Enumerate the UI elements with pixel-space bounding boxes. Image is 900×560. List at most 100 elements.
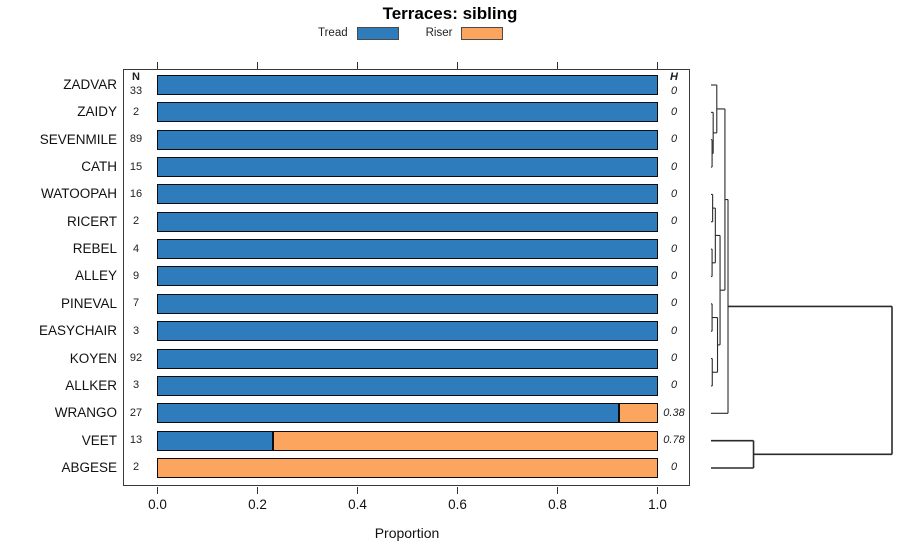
row-label: ZADVAR bbox=[63, 77, 117, 92]
x-tick-top bbox=[357, 62, 358, 69]
row-label: VEET bbox=[81, 432, 117, 448]
n-value: 9 bbox=[132, 269, 140, 282]
legend-swatch-tread bbox=[356, 26, 399, 40]
bar bbox=[157, 239, 658, 260]
bar bbox=[157, 157, 658, 178]
bar-segment-riser bbox=[272, 430, 658, 451]
x-tick-top bbox=[457, 62, 458, 69]
bar-segment-tread bbox=[157, 75, 658, 95]
n-value: 3 bbox=[132, 379, 140, 392]
x-tick-top bbox=[257, 62, 258, 69]
h-value: 0.78 bbox=[663, 434, 685, 447]
bar bbox=[157, 129, 658, 150]
bar-segment-tread bbox=[157, 184, 658, 205]
row-label: WATOOPAH bbox=[40, 186, 117, 202]
x-tick-bottom bbox=[557, 487, 558, 494]
n-value: 89 bbox=[129, 133, 143, 146]
x-tick-label: 0.0 bbox=[148, 497, 167, 512]
bar-segment-tread bbox=[157, 293, 658, 314]
row-label: SEVENMILE bbox=[39, 131, 117, 147]
n-value: 2 bbox=[132, 105, 140, 118]
n-value: 2 bbox=[132, 215, 140, 228]
row-label: ALLEY bbox=[74, 268, 117, 284]
row-label: RICERT bbox=[66, 213, 117, 229]
h-value: 0 bbox=[670, 133, 678, 146]
bar-segment-riser bbox=[157, 457, 658, 478]
h-value: 0 bbox=[670, 105, 678, 118]
x-tick-bottom bbox=[657, 487, 658, 494]
plot-frame bbox=[123, 69, 690, 486]
legend-swatch-riser bbox=[461, 26, 504, 40]
bar-segment-tread bbox=[157, 266, 658, 287]
bar-segment-tread bbox=[157, 239, 658, 260]
row-label: KOYEN bbox=[69, 350, 117, 366]
n-value: 13 bbox=[129, 434, 143, 447]
bar bbox=[157, 184, 658, 205]
row-label: PINEVAL bbox=[60, 295, 117, 311]
n-value: 27 bbox=[129, 406, 143, 419]
n-value: 2 bbox=[132, 461, 140, 474]
bar-segment-tread bbox=[157, 375, 658, 396]
n-value: 16 bbox=[129, 187, 143, 200]
row-label: ZAIDY bbox=[77, 104, 117, 120]
h-column-header: H bbox=[670, 71, 678, 83]
x-tick-label: 0.2 bbox=[248, 497, 267, 512]
chart-title: Terraces: sibling bbox=[382, 4, 518, 23]
row-label: ALLKER bbox=[65, 377, 117, 393]
h-value: 0 bbox=[670, 160, 678, 173]
legend: Tread Riser bbox=[318, 24, 504, 42]
x-axis-label: Proportion bbox=[374, 525, 440, 541]
row-label: REBEL bbox=[72, 241, 117, 257]
x-tick-bottom bbox=[457, 487, 458, 494]
bar-segment-tread bbox=[157, 157, 658, 178]
x-tick-bottom bbox=[357, 487, 358, 494]
h-value: 0 bbox=[670, 324, 678, 337]
bar-segment-riser bbox=[619, 403, 658, 424]
row-label: CATH bbox=[81, 159, 117, 175]
row-label: ABGESE bbox=[61, 459, 117, 475]
bar-segment-tread bbox=[157, 211, 658, 232]
bar bbox=[157, 211, 658, 232]
legend-label-riser: Riser bbox=[425, 27, 453, 39]
h-value: 0 bbox=[670, 269, 678, 282]
legend-label-tread: Tread bbox=[318, 27, 348, 39]
bar bbox=[157, 457, 658, 478]
bar bbox=[157, 321, 658, 342]
bar bbox=[157, 348, 658, 369]
h-value: 0 bbox=[670, 84, 678, 97]
bar-segment-tread bbox=[157, 430, 273, 451]
bar-segment-tread bbox=[157, 403, 620, 424]
bar-segment-tread bbox=[157, 102, 658, 123]
h-value: 0 bbox=[670, 187, 678, 200]
row-label: WRANGO bbox=[54, 405, 117, 421]
h-value: 0.38 bbox=[663, 406, 685, 419]
x-tick-bottom bbox=[257, 487, 258, 494]
bar bbox=[157, 266, 658, 287]
n-value: 15 bbox=[129, 160, 143, 173]
n-column-header: N bbox=[132, 71, 140, 83]
bar bbox=[157, 430, 658, 451]
bar bbox=[157, 403, 658, 424]
x-tick-bottom bbox=[157, 487, 158, 494]
n-value: 7 bbox=[132, 297, 140, 310]
bar bbox=[157, 375, 658, 396]
bar bbox=[157, 75, 658, 95]
n-value: 92 bbox=[129, 352, 143, 365]
h-value: 0 bbox=[670, 215, 678, 228]
x-tick-top bbox=[557, 62, 558, 69]
x-tick-label: 0.6 bbox=[448, 497, 467, 512]
h-value: 0 bbox=[670, 242, 678, 255]
h-value: 0 bbox=[670, 297, 678, 310]
x-tick-top bbox=[157, 62, 158, 69]
n-value: 33 bbox=[129, 84, 143, 97]
h-value: 0 bbox=[670, 352, 678, 365]
row-label: EASYCHAIR bbox=[38, 323, 117, 339]
bar bbox=[157, 293, 658, 314]
bar bbox=[157, 102, 658, 123]
h-value: 0 bbox=[670, 379, 678, 392]
x-tick-label: 0.4 bbox=[348, 497, 367, 512]
bar-segment-tread bbox=[157, 321, 658, 342]
bar-segment-tread bbox=[157, 348, 658, 369]
